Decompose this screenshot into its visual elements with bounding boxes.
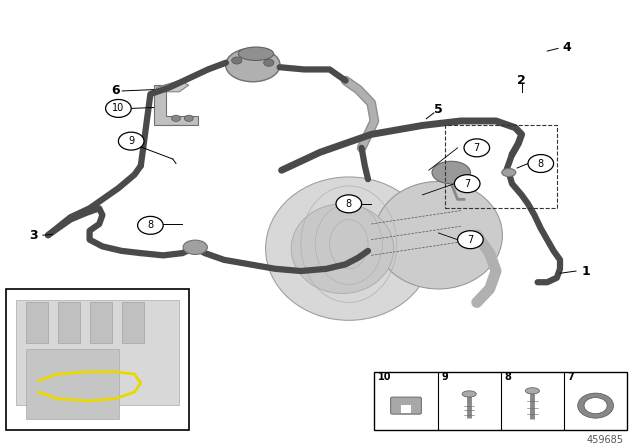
Bar (401, 405, 411, 413)
Polygon shape (154, 85, 198, 125)
Text: 459685: 459685 (587, 435, 624, 445)
Circle shape (464, 139, 490, 157)
Bar (90, 302, 112, 343)
Ellipse shape (291, 204, 394, 293)
Text: 7: 7 (464, 179, 470, 189)
Circle shape (458, 231, 483, 249)
Text: 8: 8 (538, 159, 544, 168)
Text: 7: 7 (467, 235, 474, 245)
Text: 10: 10 (378, 372, 392, 382)
Text: 8: 8 (346, 199, 352, 209)
Bar (122, 302, 144, 343)
Text: 6: 6 (111, 84, 120, 98)
Circle shape (232, 57, 242, 64)
Text: 1: 1 (581, 264, 590, 278)
Circle shape (138, 216, 163, 234)
Ellipse shape (226, 48, 280, 82)
Circle shape (578, 393, 614, 418)
Text: 7: 7 (474, 143, 480, 153)
Bar (6, 289, 189, 430)
Text: 8: 8 (504, 372, 511, 382)
Circle shape (264, 59, 274, 66)
Bar (58, 302, 80, 343)
Ellipse shape (502, 168, 516, 177)
Text: 2: 2 (517, 74, 526, 87)
Ellipse shape (462, 391, 476, 397)
Circle shape (454, 175, 480, 193)
Text: 4: 4 (562, 40, 571, 54)
Ellipse shape (183, 240, 207, 254)
FancyBboxPatch shape (390, 397, 421, 414)
Circle shape (584, 397, 607, 414)
Text: 8: 8 (147, 220, 154, 230)
Text: 9: 9 (442, 372, 448, 382)
Circle shape (118, 132, 144, 150)
Circle shape (336, 195, 362, 213)
Polygon shape (157, 81, 189, 92)
Ellipse shape (432, 161, 470, 184)
Text: 5: 5 (434, 103, 443, 116)
Ellipse shape (266, 177, 432, 320)
Circle shape (106, 99, 131, 117)
Ellipse shape (525, 388, 540, 394)
Ellipse shape (239, 47, 274, 60)
Bar (374, 372, 627, 430)
Bar (16, 300, 179, 405)
Bar (26, 349, 119, 419)
Circle shape (528, 155, 554, 172)
Text: 3: 3 (29, 228, 38, 242)
Text: 10: 10 (112, 103, 125, 113)
Text: 9: 9 (128, 136, 134, 146)
Circle shape (172, 115, 180, 121)
Circle shape (184, 115, 193, 121)
Text: 7: 7 (568, 372, 575, 382)
Ellipse shape (374, 181, 502, 289)
Bar (26, 302, 48, 343)
